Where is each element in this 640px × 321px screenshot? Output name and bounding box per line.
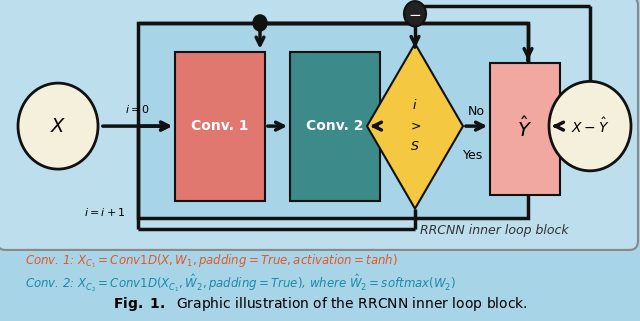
Text: $X$: $X$ xyxy=(50,117,67,135)
FancyBboxPatch shape xyxy=(138,23,528,218)
Text: $i$: $i$ xyxy=(412,99,418,112)
Text: $i = 0$: $i = 0$ xyxy=(125,103,150,115)
Circle shape xyxy=(404,1,426,26)
Text: $\hat{Y}$: $\hat{Y}$ xyxy=(517,117,532,142)
Text: Conv. 1: $X_{C_1} = Conv1D(X, W_1, padding = True, activation = tanh)$: Conv. 1: $X_{C_1} = Conv1D(X, W_1, paddi… xyxy=(25,252,398,270)
Polygon shape xyxy=(367,44,463,209)
Text: Conv. 2: $X_{C_2} = Conv1D(X_{C_1}, \hat{W}_2, padding = True)$, where $\hat{W}_: Conv. 2: $X_{C_2} = Conv1D(X_{C_1}, \hat… xyxy=(25,273,456,294)
Text: RRCNN inner loop block: RRCNN inner loop block xyxy=(420,223,568,237)
FancyBboxPatch shape xyxy=(290,52,380,201)
Text: $\mathbf{Fig.\ 1.}$  Graphic illustration of the RRCNN inner loop block.: $\mathbf{Fig.\ 1.}$ Graphic illustration… xyxy=(113,295,527,313)
Text: $S$: $S$ xyxy=(410,140,420,153)
FancyBboxPatch shape xyxy=(0,0,638,250)
Text: $i = i + 1$: $i = i + 1$ xyxy=(84,206,125,218)
Text: Conv. 1: Conv. 1 xyxy=(191,119,249,133)
FancyBboxPatch shape xyxy=(490,63,560,195)
Circle shape xyxy=(253,15,267,31)
Text: $-$: $-$ xyxy=(408,6,422,21)
Text: $X - \hat{Y}$: $X - \hat{Y}$ xyxy=(571,117,609,136)
Text: Conv. 2: Conv. 2 xyxy=(307,119,364,133)
FancyBboxPatch shape xyxy=(175,52,265,201)
Text: No: No xyxy=(467,105,484,118)
Text: Yes: Yes xyxy=(463,149,483,162)
Text: $>$: $>$ xyxy=(408,120,422,133)
Ellipse shape xyxy=(549,82,631,171)
Ellipse shape xyxy=(18,83,98,169)
